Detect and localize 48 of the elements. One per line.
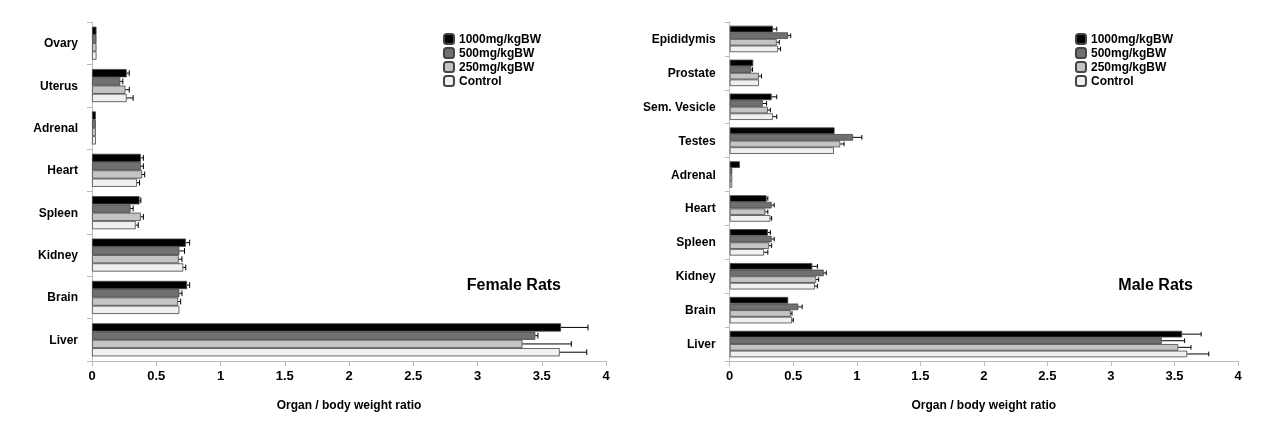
legend-label: Control xyxy=(458,74,502,88)
x-tick-label: 1.5 xyxy=(911,368,930,383)
y-tick-label: Adrenal xyxy=(671,167,716,182)
x-tick-label: 3 xyxy=(473,368,482,383)
legend-label: 1000mg/kgBW xyxy=(1090,32,1174,46)
x-axis-title: Organ / body weight ratio xyxy=(911,398,1057,412)
y-tick-label: Testes xyxy=(678,133,717,148)
x-tick-label: 2 xyxy=(980,368,988,383)
legend-label: 250mg/kgBW xyxy=(1090,60,1167,74)
y-tick-label: Liver xyxy=(49,332,79,347)
x-tick-label: 0.5 xyxy=(784,368,803,383)
x-tick-label: 4 xyxy=(602,368,611,383)
y-tick-label: Kidney xyxy=(37,248,79,263)
x-tick-label: 1.5 xyxy=(275,368,294,383)
y-tick-label: Uterus xyxy=(39,78,79,93)
text: Female Rats xyxy=(466,276,562,293)
x-tick-label: 2.5 xyxy=(1038,368,1057,383)
legend-label: 250mg/kgBW xyxy=(458,60,535,74)
y-tick-label: Brain xyxy=(685,303,716,318)
y-tick-label: Brain xyxy=(47,290,78,305)
y-tick-label: Spleen xyxy=(676,235,716,250)
x-tick-label: 1 xyxy=(216,368,225,383)
x-tick-label: 0 xyxy=(726,368,734,383)
x-tick-label: 1 xyxy=(853,368,861,383)
x-tick-label: 4 xyxy=(1234,368,1243,383)
x-tick-label: 0.5 xyxy=(147,368,166,383)
y-tick-label: Heart xyxy=(685,201,716,216)
x-tick-label: 2.5 xyxy=(404,368,423,383)
y-tick-label: Adrenal xyxy=(33,120,78,135)
legend-label: 500mg/kgBW xyxy=(1090,46,1167,60)
y-tick-label: Liver xyxy=(687,337,717,352)
x-tick-label: 2 xyxy=(345,368,353,383)
y-tick-label: Ovary xyxy=(43,36,79,51)
x-tick-label: 3.5 xyxy=(532,368,551,383)
y-tick-label: Heart xyxy=(47,163,78,178)
y-tick-label: Sem. Vesicle xyxy=(642,99,717,114)
y-tick-label: Epididymis xyxy=(651,31,717,46)
legend-label: Control xyxy=(1090,74,1134,88)
y-tick-label: Spleen xyxy=(38,205,78,220)
legend-label: 500mg/kgBW xyxy=(458,46,535,60)
x-tick-label: 3 xyxy=(1107,368,1115,383)
x-tick-label: 0 xyxy=(88,368,96,383)
text: Male Rats xyxy=(1118,276,1194,293)
y-tick-label: Prostate xyxy=(667,65,717,80)
legend-label: 1000mg/kgBW xyxy=(458,32,542,46)
y-tick-label: Kidney xyxy=(675,269,717,284)
x-tick-label: 3.5 xyxy=(1165,368,1184,383)
x-axis-title: Organ / body weight ratio xyxy=(276,398,422,412)
